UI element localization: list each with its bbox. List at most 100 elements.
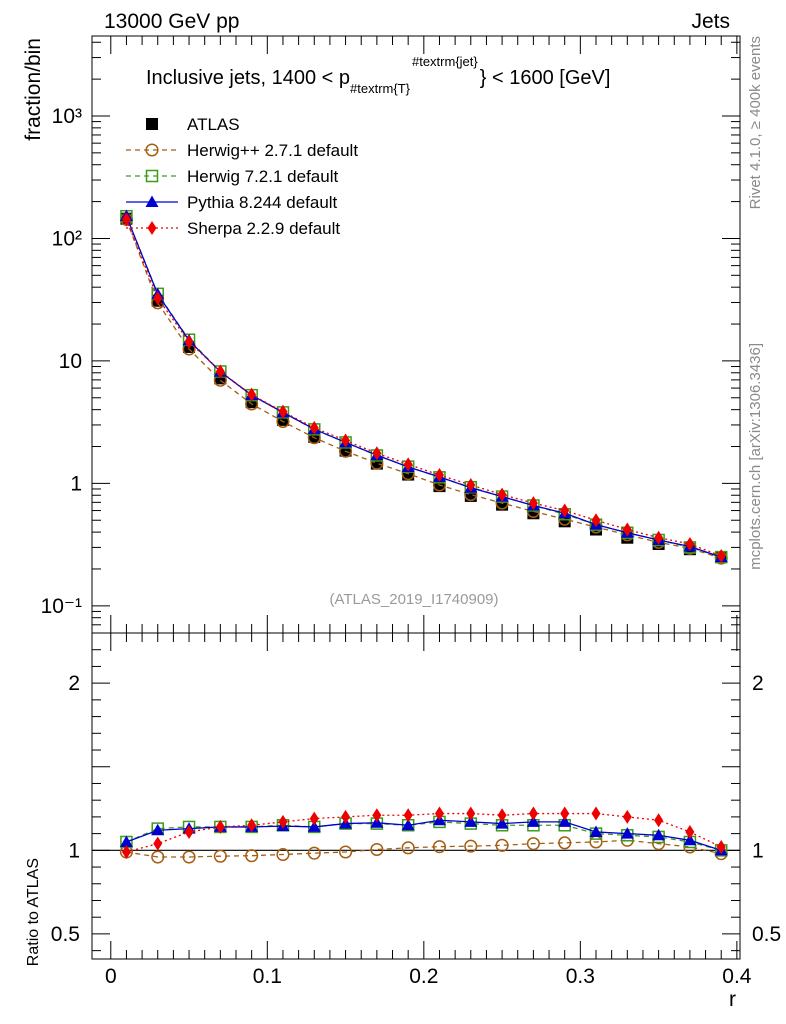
data-point-ratio-pythia-8-244-default — [151, 823, 165, 836]
mcplots-label: mcplots.cern.ch [arXiv:1306.3436] — [747, 343, 764, 570]
ratio-ytick-label: 1 — [68, 839, 80, 862]
data-point-ratio-pythia-8-244-default — [526, 815, 540, 827]
data-point-ratio-herwig-2-7-1-default — [558, 836, 572, 850]
series-sherpa-2-2-9-default — [121, 212, 726, 564]
data-point-ratio-pythia-8-244-default — [119, 835, 133, 847]
data-point-ratio-sherpa-2-2-9-default — [434, 806, 444, 821]
data-point-atlas — [245, 396, 258, 409]
data-point-sherpa-2-2-9-default — [341, 433, 351, 448]
data-point-ratio-sherpa-2-2-9-default — [466, 806, 476, 821]
series-herwig-7-2-1-default — [120, 209, 728, 564]
process-label: Jets — [691, 10, 730, 33]
ratio-ytick-label-right: 0.5 — [752, 923, 781, 946]
data-point-sherpa-2-2-9-default — [528, 496, 538, 511]
main-ylabel: fraction/bin — [22, 38, 45, 141]
series-atlas — [120, 212, 728, 564]
series-line-herwig-2-7-1-default — [125, 219, 722, 559]
ratio-ytick-label: 2 — [68, 672, 80, 695]
data-point-ratio-herwig-2-7-1-default — [464, 839, 478, 853]
data-point-sherpa-2-2-9-default — [372, 446, 382, 461]
data-point-ratio-pythia-8-244-default — [495, 817, 509, 829]
main-ytick-label: 1 — [70, 472, 82, 495]
data-point-ratio-herwig-2-7-1-default — [339, 845, 353, 859]
ratio-xtick-label: 0.3 — [566, 965, 595, 988]
data-point-ratio-sherpa-2-2-9-default — [121, 845, 131, 860]
ratio-ticks: 0.5 0.5 1 1 2 2 0 0.1 0.2 0.3 0.4 — [51, 633, 781, 988]
data-point-atlas — [527, 507, 540, 520]
ratio-xtick-label: 0 — [105, 965, 117, 988]
data-point-ratio-sherpa-2-2-9-default — [685, 824, 695, 839]
series-line-ratio-sherpa-2-2-9-default — [126, 812, 722, 853]
data-point-ratio-sherpa-2-2-9-default — [716, 839, 726, 854]
legend-item-herwig-7-2-1-default: Herwig 7.2.1 default — [126, 167, 338, 186]
ratio-ylabel: Ratio to ATLAS — [25, 858, 42, 966]
ratio-xtick-label: 0.4 — [722, 965, 752, 988]
main-title-subscript: #textrm{T} — [350, 81, 411, 96]
data-point-ratio-sherpa-2-2-9-default — [528, 806, 538, 821]
data-point-sherpa-2-2-9-default — [153, 291, 163, 306]
data-point-sherpa-2-2-9-default — [121, 212, 131, 227]
data-point-ratio-pythia-8-244-default — [401, 818, 415, 831]
data-point-sherpa-2-2-9-default — [622, 522, 632, 537]
main-ytick-label: 10⁻¹ — [41, 595, 82, 618]
data-point-sherpa-2-2-9-default — [403, 457, 413, 472]
legend-label: Herwig 7.2.1 default — [187, 167, 338, 186]
data-point-sherpa-2-2-9-default — [309, 420, 319, 435]
main-title-tail: } < 1600 [GeV] — [480, 67, 611, 89]
data-point-ratio-herwig-2-7-1-default — [401, 841, 415, 855]
watermark: (ATLAS_2019_I1740909) — [329, 591, 498, 608]
series-line-pythia-8-244-default — [125, 215, 722, 558]
main-title-superscript: #textrm{jet} — [412, 54, 478, 69]
data-point-ratio-pythia-8-244-default — [620, 827, 634, 839]
legend-item-herwig-2-7-1-default: Herwig++ 2.7.1 default — [126, 141, 358, 160]
series-pythia-8-244-default — [119, 209, 728, 563]
data-point-ratio-herwig-2-7-1-default — [151, 850, 165, 864]
main-ytick-label: 10² — [52, 227, 82, 250]
data-point-sherpa-2-2-9-default — [685, 536, 695, 551]
data-point-sherpa-2-2-9-default — [466, 477, 476, 492]
series-line-sherpa-2-2-9-default — [125, 219, 722, 557]
data-point-ratio-sherpa-2-2-9-default — [403, 808, 413, 823]
data-point-ratio-pythia-8-244-default — [558, 815, 572, 827]
energy-label: 13000 GeV pp — [104, 10, 239, 33]
ratio-xlabel: r — [729, 988, 736, 1011]
data-point-ratio-herwig-2-7-1-default — [370, 842, 384, 857]
data-point-ratio-herwig-2-7-1-default — [213, 849, 227, 863]
legend-marker — [146, 118, 158, 130]
legend-label: Herwig++ 2.7.1 default — [187, 141, 358, 160]
data-point-ratio-herwig-2-7-1-default — [307, 846, 321, 860]
data-point-ratio-sherpa-2-2-9-default — [560, 806, 570, 821]
main-ytick-label: 10 — [59, 350, 82, 373]
data-point-ratio-sherpa-2-2-9-default — [215, 819, 225, 834]
data-point-ratio-herwig-2-7-1-default — [495, 838, 509, 852]
legend-item-pythia-8-244-default: Pythia 8.244 default — [126, 193, 338, 212]
data-point-ratio-herwig-2-7-1-default — [276, 847, 290, 862]
data-point-sherpa-2-2-9-default — [716, 549, 726, 564]
legend-item-atlas: ATLAS — [146, 115, 240, 134]
data-point-ratio-herwig-2-7-1-default — [526, 837, 540, 851]
ratio-series — [119, 806, 728, 864]
ratio-ytick-label-right: 1 — [752, 839, 764, 862]
data-point-ratio-sherpa-2-2-9-default — [622, 809, 632, 824]
legend-label: Sherpa 2.2.9 default — [187, 219, 340, 238]
data-point-ratio-sherpa-2-2-9-default — [591, 806, 601, 821]
data-point-ratio-herwig-2-7-1-default — [182, 850, 196, 864]
series-ratio-herwig-2-7-1-default — [119, 833, 728, 864]
data-point-ratio-sherpa-2-2-9-default — [153, 836, 163, 851]
data-point-ratio-pythia-8-244-default — [652, 828, 666, 841]
ratio-frame — [91, 632, 741, 960]
data-point-ratio-pythia-8-244-default — [589, 825, 603, 837]
data-point-ratio-sherpa-2-2-9-default — [654, 813, 664, 828]
series-herwig-2-7-1-default — [119, 212, 728, 565]
series-line-herwig-7-2-1-default — [125, 215, 722, 558]
data-point-ratio-pythia-8-244-default — [464, 815, 478, 827]
legend-marker — [145, 143, 159, 157]
ratio-xtick-label: 0.2 — [409, 965, 438, 988]
data-point-ratio-sherpa-2-2-9-default — [309, 811, 319, 826]
data-point-sherpa-2-2-9-default — [184, 334, 194, 349]
data-point-ratio-pythia-8-244-default — [683, 833, 697, 846]
ratio-ytick-label: 0.5 — [51, 923, 80, 946]
series-line-ratio-pythia-8-244-default — [126, 819, 722, 851]
data-point-sherpa-2-2-9-default — [591, 513, 601, 528]
